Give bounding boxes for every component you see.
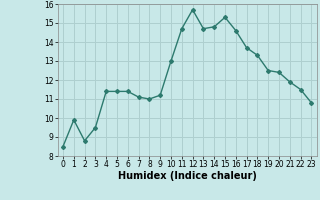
X-axis label: Humidex (Indice chaleur): Humidex (Indice chaleur) xyxy=(118,171,257,181)
